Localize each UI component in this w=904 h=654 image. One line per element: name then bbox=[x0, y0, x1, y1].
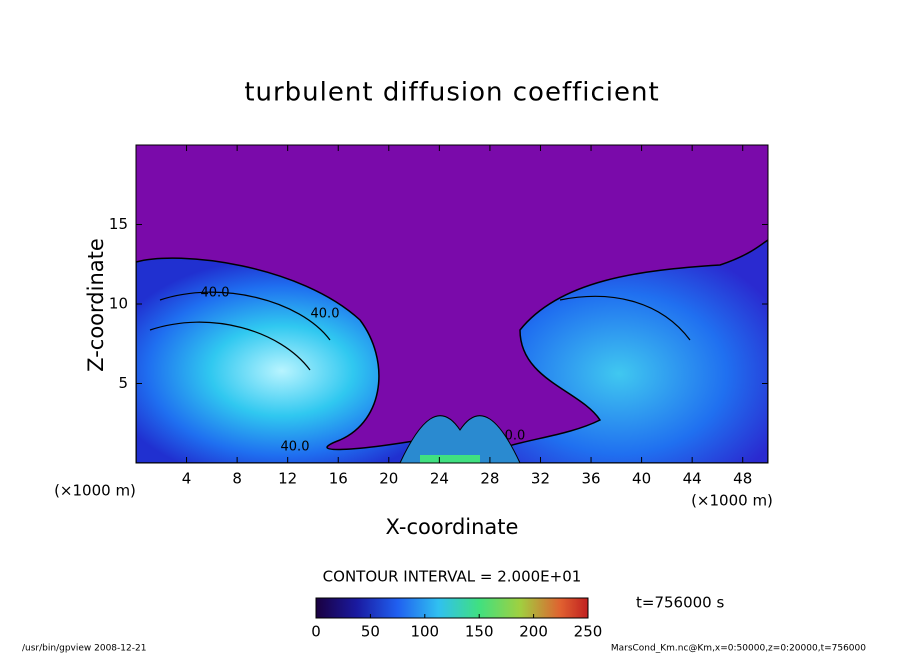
y-unit: (×1000 m) bbox=[54, 482, 136, 500]
x-tick-label: 48 bbox=[733, 470, 752, 488]
footer-right: MarsCond_Km.nc@Km,x=0:50000,z=0:20000,t=… bbox=[611, 644, 866, 654]
contour-label: 0.0 bbox=[505, 429, 526, 444]
chart-title: turbulent diffusion coefficient bbox=[244, 78, 659, 108]
y-tick-label: 15 bbox=[109, 215, 128, 233]
footer-left: /usr/bin/gpview 2008-12-21 bbox=[22, 644, 146, 654]
x-tick-label: 44 bbox=[683, 470, 702, 488]
colorbar-tick-label: 250 bbox=[574, 623, 603, 641]
colorbar-tick-label: 100 bbox=[410, 623, 439, 641]
colorbar-tick-label: 150 bbox=[465, 623, 494, 641]
x-tick-label: 16 bbox=[329, 470, 348, 488]
x-tick-label: 12 bbox=[278, 470, 297, 488]
y-tick-label: 10 bbox=[109, 295, 128, 313]
x-unit: (×1000 m) bbox=[691, 492, 773, 510]
y-tick-label: 5 bbox=[118, 374, 128, 392]
contour-label: 40.0 bbox=[281, 440, 310, 455]
colorbar-tick-label: 50 bbox=[361, 623, 380, 641]
x-tick-label: 28 bbox=[480, 470, 499, 488]
time-label: t=756000 s bbox=[636, 594, 724, 612]
x-tick-label: 8 bbox=[232, 470, 242, 488]
colorbar bbox=[315, 597, 589, 619]
x-tick-label: 20 bbox=[379, 470, 398, 488]
x-tick-label: 24 bbox=[430, 470, 449, 488]
x-tick-label: 4 bbox=[182, 470, 192, 488]
x-tick-label: 32 bbox=[531, 470, 550, 488]
x-tick-label: 40 bbox=[632, 470, 651, 488]
colorbar-tick-label: 0 bbox=[311, 623, 321, 641]
y-axis-label: Z-coordinate bbox=[84, 238, 108, 372]
contour-interval: CONTOUR INTERVAL = 2.000E+01 bbox=[323, 568, 582, 586]
x-tick-label: 36 bbox=[581, 470, 600, 488]
field bbox=[136, 145, 768, 463]
x-axis-label: X-coordinate bbox=[386, 515, 519, 539]
contour-label: 40.0 bbox=[311, 307, 340, 322]
contour-label: 40.0 bbox=[201, 286, 230, 301]
colorbar-tick-label: 200 bbox=[519, 623, 548, 641]
